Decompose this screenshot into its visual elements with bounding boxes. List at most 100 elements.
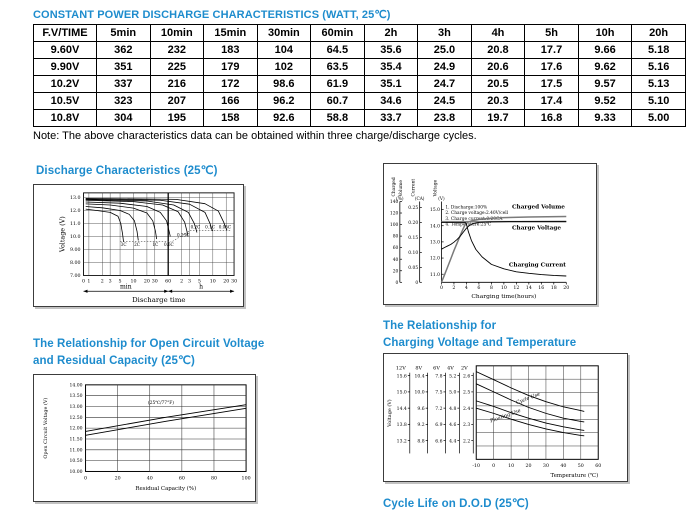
charging-voltage-temperature-chart: -10 0 10 20 30 40 50 60 Temperature (℃) Voltage (… [383, 353, 628, 482]
scale-tick-label: 2.2 [463, 438, 470, 444]
row-label-cell: 10.5V [33, 92, 97, 110]
curve-label: 0.6C [164, 242, 174, 247]
table-cell: 17.7 [524, 41, 579, 59]
table-cell: 5.10 [631, 92, 686, 110]
axis-title-2: Voltage [433, 179, 438, 197]
temp-title-line2: Charging Voltage and Temperature [383, 337, 577, 349]
x-tick-label: 100 [242, 475, 251, 481]
axis-title-1: Current [412, 179, 417, 197]
power-table-title: CONSTANT POWER DISCHARGE CHARACTERISTICS… [33, 9, 391, 21]
table-row: 10.2V 337 216 172 98.6 61.9 35.1 24.7 20.5 17.5 9.… [33, 75, 686, 93]
curve-charging-current [441, 222, 567, 277]
column-header: F.V/TIME [33, 24, 97, 42]
column-header: 60min [310, 24, 365, 42]
table-cell: 23.8 [417, 109, 472, 127]
curve-label: Charge Voltage [512, 225, 561, 231]
scale-tick-label: 2.3 [463, 422, 470, 428]
scale-tick-label: 2.6 [463, 373, 470, 379]
table-cell: 17.4 [524, 92, 579, 110]
y-tick-label: 13.0 [70, 195, 81, 201]
axis-tick-label: 13.0 [430, 240, 440, 245]
axis-tick-label: 120 [390, 212, 399, 217]
x-tick-label: 5 [119, 278, 122, 284]
axis-title-0: Volume [399, 180, 404, 198]
scale-tick-label: 7.8 [435, 373, 442, 379]
table-row: 10.5V 323 207 166 96.2 60.7 34.6 24.5 20.3 17.4 9.… [33, 92, 686, 110]
row-label-cell: 10.2V [33, 75, 97, 93]
x-tick-label: 10 [501, 285, 507, 291]
x-tick-label: 10 [210, 278, 216, 284]
scale-tick-label: 13.8 [397, 422, 407, 428]
curve-cycle-use-upper [476, 371, 585, 412]
scale-tick-label: 15.6 [397, 373, 407, 379]
x-tick-label: 18 [551, 285, 557, 291]
scale-tick-label: 15.0 [397, 390, 407, 396]
table-cell: 362 [96, 41, 151, 59]
table-cell: 351 [96, 58, 151, 76]
scale-tick-label: 9.6 [417, 406, 424, 412]
scale-header-6V: 6V [433, 366, 440, 372]
scale-tick-label: 5.0 [449, 390, 456, 396]
temp-title-line1: The Relationship for [383, 320, 497, 332]
table-cell: 16.8 [524, 109, 579, 127]
table-cell: 104 [256, 41, 312, 59]
column-header: 4h [470, 24, 526, 42]
table-cell: 20.6 [470, 58, 526, 76]
cycle-life-section-title: Cycle Life on D.O.D (25℃) [383, 498, 529, 510]
x-unit-h: h [199, 283, 203, 290]
axis-tick-label: 100 [390, 223, 399, 228]
x-tick-label: 40 [147, 475, 153, 481]
legend-line: 4. Temperature:25℃ [445, 222, 491, 228]
y-tick-label: 10.50 [70, 458, 83, 464]
curve-charged-volume [440, 215, 567, 283]
scale-tick-label: 4.8 [449, 406, 456, 412]
curve-0.1C [85, 198, 213, 232]
curve-1C [85, 203, 158, 240]
table-row: 9.90V 351 225 179 102 63.5 35.4 24.9 20.6 17.6 9.6… [33, 58, 686, 76]
column-header: 15min [203, 24, 258, 42]
column-header: 10h [577, 24, 633, 42]
y-tick-label: 7.00 [70, 273, 81, 279]
axis-tick-label: 0.20 [408, 221, 418, 226]
table-cell: 20.3 [470, 92, 526, 110]
table-cell: 35.4 [363, 58, 419, 76]
x-tick-label: -10 [472, 463, 480, 469]
x-tick-label: 50 [578, 463, 584, 469]
table-cell: 225 [149, 58, 205, 76]
y-tick-label: 11.0 [70, 221, 81, 227]
x-tick-label: 2 [452, 285, 455, 291]
curve-label: Charged Volume [512, 204, 565, 210]
y-tick-label: 9.00 [70, 247, 81, 253]
column-header: 2h [363, 24, 419, 42]
row-label-cell: 10.8V [33, 109, 97, 127]
scale-tick-label: 13.2 [397, 438, 407, 444]
table-cell: 337 [96, 75, 151, 93]
curve-ocv-upper [85, 404, 247, 432]
row-label-cell: 9.60V [33, 41, 97, 59]
scale-tick-label: 6.6 [435, 438, 442, 444]
row-label-cell: 9.90V [33, 58, 97, 76]
temp-chart-svg: -10 0 10 20 30 40 50 60 Temperature (℃) Voltage (… [386, 365, 601, 479]
curve-0.2C [85, 199, 198, 233]
scale-tick-label: 10.4 [415, 373, 425, 379]
table-cell: 195 [149, 109, 205, 127]
y-tick-label: 10.0 [70, 234, 81, 240]
axis-tick-label: 80 [393, 235, 399, 240]
table-cell: 158 [203, 109, 258, 127]
y-tick-label: 12.0 [70, 208, 81, 214]
table-cell: 304 [96, 109, 151, 127]
axis-tick-label: 0.05 [408, 266, 418, 271]
curve-label: 0.25C [177, 232, 189, 237]
scale-tick-label: 7.2 [435, 406, 442, 412]
axis-tick-label: 12.0 [430, 257, 440, 262]
table-cell: 20.5 [470, 75, 526, 93]
y-tick-label: 11.00 [70, 447, 83, 453]
x-tick-label: 30 [152, 278, 158, 284]
table-cell: 9.62 [577, 58, 633, 76]
x-axis-title: Discharge time [132, 296, 185, 304]
x-tick-label: 20 [223, 278, 229, 284]
curve-label: 0.1C [205, 224, 215, 229]
x-tick-label: 0 [492, 463, 495, 469]
table-cell: 9.33 [577, 109, 633, 127]
scale-tick-label: 2.4 [463, 406, 470, 412]
